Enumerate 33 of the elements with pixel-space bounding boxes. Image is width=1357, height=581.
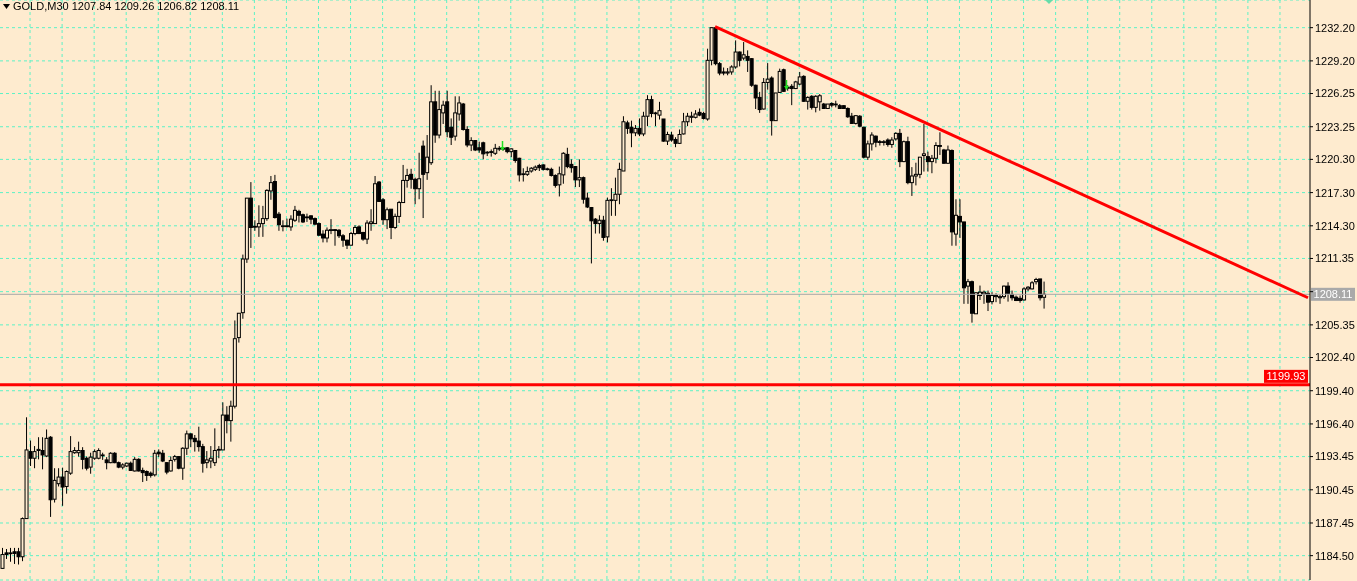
y-tick-label: 1217.30: [1315, 186, 1355, 199]
y-tick-label: 1196.40: [1315, 417, 1354, 430]
candlestick: [212, 427, 217, 467]
y-tick-label: 1211.35: [1315, 252, 1354, 265]
candlestick: [80, 446, 85, 470]
y-tick-label: 1229.20: [1315, 54, 1355, 67]
y-tick-label: 1205.35: [1315, 318, 1355, 331]
y-tick-label: 1199.40: [1315, 384, 1354, 397]
y-tick-label: 1226.25: [1315, 87, 1355, 100]
candlestick: [453, 95, 458, 142]
candlestick: [256, 204, 261, 238]
y-tick-label: 1202.40: [1315, 351, 1355, 364]
ref-line-label: 1208.11: [1313, 288, 1353, 301]
y-tick-label: 1187.45: [1315, 516, 1354, 529]
y-tick-label: 1184.50: [1315, 549, 1354, 562]
y-tick-label: 1214.30: [1315, 219, 1355, 232]
ref-line-label: 1199.93: [1266, 370, 1306, 383]
candlestick: [921, 123, 926, 173]
candlestick: [1006, 281, 1011, 303]
candlestick: [994, 292, 999, 303]
candlestick: [597, 214, 602, 235]
candlestick: [284, 218, 289, 228]
y-tick-label: 1232.20: [1315, 21, 1355, 34]
chart-title: GOLD,M30 1207.84 1209.26 1206.82 1208.11: [13, 0, 240, 12]
y-tick-label: 1193.45: [1315, 450, 1354, 463]
candlestick: [649, 95, 654, 118]
candlestick: [200, 443, 205, 474]
candlestick: [40, 436, 45, 470]
candlestick: [60, 467, 65, 507]
y-tick-label: 1190.45: [1315, 483, 1354, 496]
y-tick-label: 1220.30: [1315, 153, 1355, 166]
candlestick: [296, 209, 301, 223]
y-tick-label: 1223.25: [1315, 120, 1355, 133]
